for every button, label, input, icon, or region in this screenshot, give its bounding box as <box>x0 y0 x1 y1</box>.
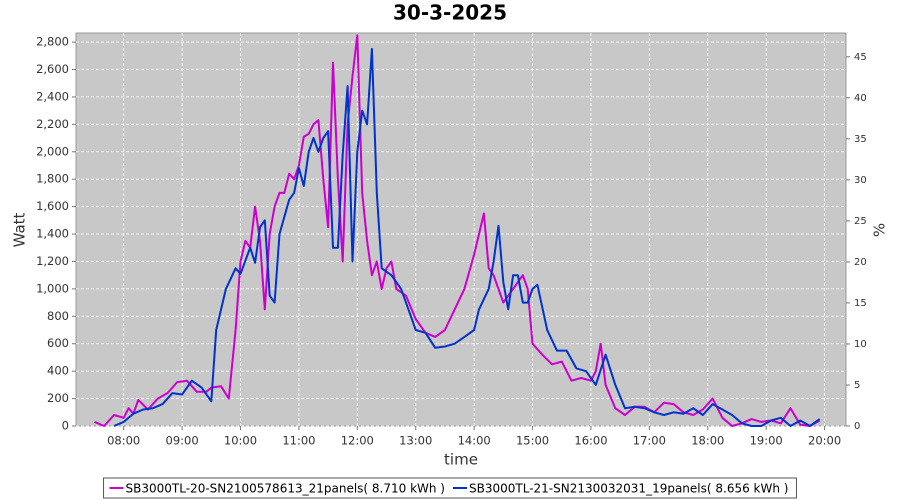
y2-tick-label: 45 <box>854 52 867 63</box>
y-axis-label: Watt <box>11 212 29 247</box>
x-tick-label: 11:00 <box>282 434 315 448</box>
y2-tick-label: 5 <box>854 380 860 391</box>
y-tick-label: 2,800 <box>36 35 69 49</box>
legend-label: SB3000TL-21-SN2130032031_19panels( 8.656… <box>469 482 788 496</box>
y-tick-label: 1,000 <box>36 281 69 295</box>
legend: SB3000TL-20-SN2100578613_21panels( 8.710… <box>103 477 797 499</box>
y2-axis-label: % <box>871 223 889 237</box>
x-tick-label: 16:00 <box>574 434 607 448</box>
x-tick-label: 19:00 <box>750 434 783 448</box>
y-tick-label: 400 <box>47 364 69 378</box>
y-tick-label: 600 <box>47 336 69 350</box>
legend-label: SB3000TL-20-SN2100578613_21panels( 8.710… <box>126 482 445 496</box>
series-line <box>94 34 821 427</box>
y2-tick-label: 10 <box>854 339 867 350</box>
x-tick-label: 09:00 <box>166 434 199 448</box>
x-tick-label: 15:00 <box>516 434 549 448</box>
y-tick-label: 2,600 <box>36 62 69 76</box>
y2-tick-label: 40 <box>854 93 867 104</box>
y-tick-label: 1,800 <box>36 172 69 186</box>
x-tick-label: 12:00 <box>341 434 374 448</box>
y2-tick-label: 15 <box>854 298 867 309</box>
y-tick-label: 1,400 <box>36 227 69 241</box>
y-tick-label: 2,200 <box>36 117 69 131</box>
legend-box <box>103 477 797 499</box>
y-tick-label: 800 <box>47 309 69 323</box>
y2-tick-label: 35 <box>854 134 867 145</box>
x-tick-label: 17:00 <box>633 434 666 448</box>
x-axis-label: time <box>444 451 478 469</box>
y2-tick-label: 0 <box>854 421 860 432</box>
y2-tick-label: 20 <box>854 257 867 268</box>
y-tick-label: 1,600 <box>36 199 69 213</box>
y-tick-label: 2,000 <box>36 144 69 158</box>
y-tick-label: 200 <box>47 391 69 405</box>
x-tick-label: 18:00 <box>691 434 724 448</box>
y-tick-label: 0 <box>62 419 69 433</box>
x-tick-label: 20:00 <box>808 434 841 448</box>
y2-tick-label: 25 <box>854 216 867 227</box>
plot-area <box>75 32 847 427</box>
y2-tick-label: 30 <box>854 175 867 186</box>
y-tick-label: 1,200 <box>36 254 69 268</box>
y-tick-label: 2,400 <box>36 89 69 103</box>
chart-title: 30-3-2025 <box>393 1 507 25</box>
x-tick-label: 08:00 <box>107 434 140 448</box>
x-tick-label: 13:00 <box>399 434 432 448</box>
x-tick-label: 10:00 <box>224 434 257 448</box>
x-tick-label: 14:00 <box>458 434 491 448</box>
series-line <box>113 47 821 427</box>
